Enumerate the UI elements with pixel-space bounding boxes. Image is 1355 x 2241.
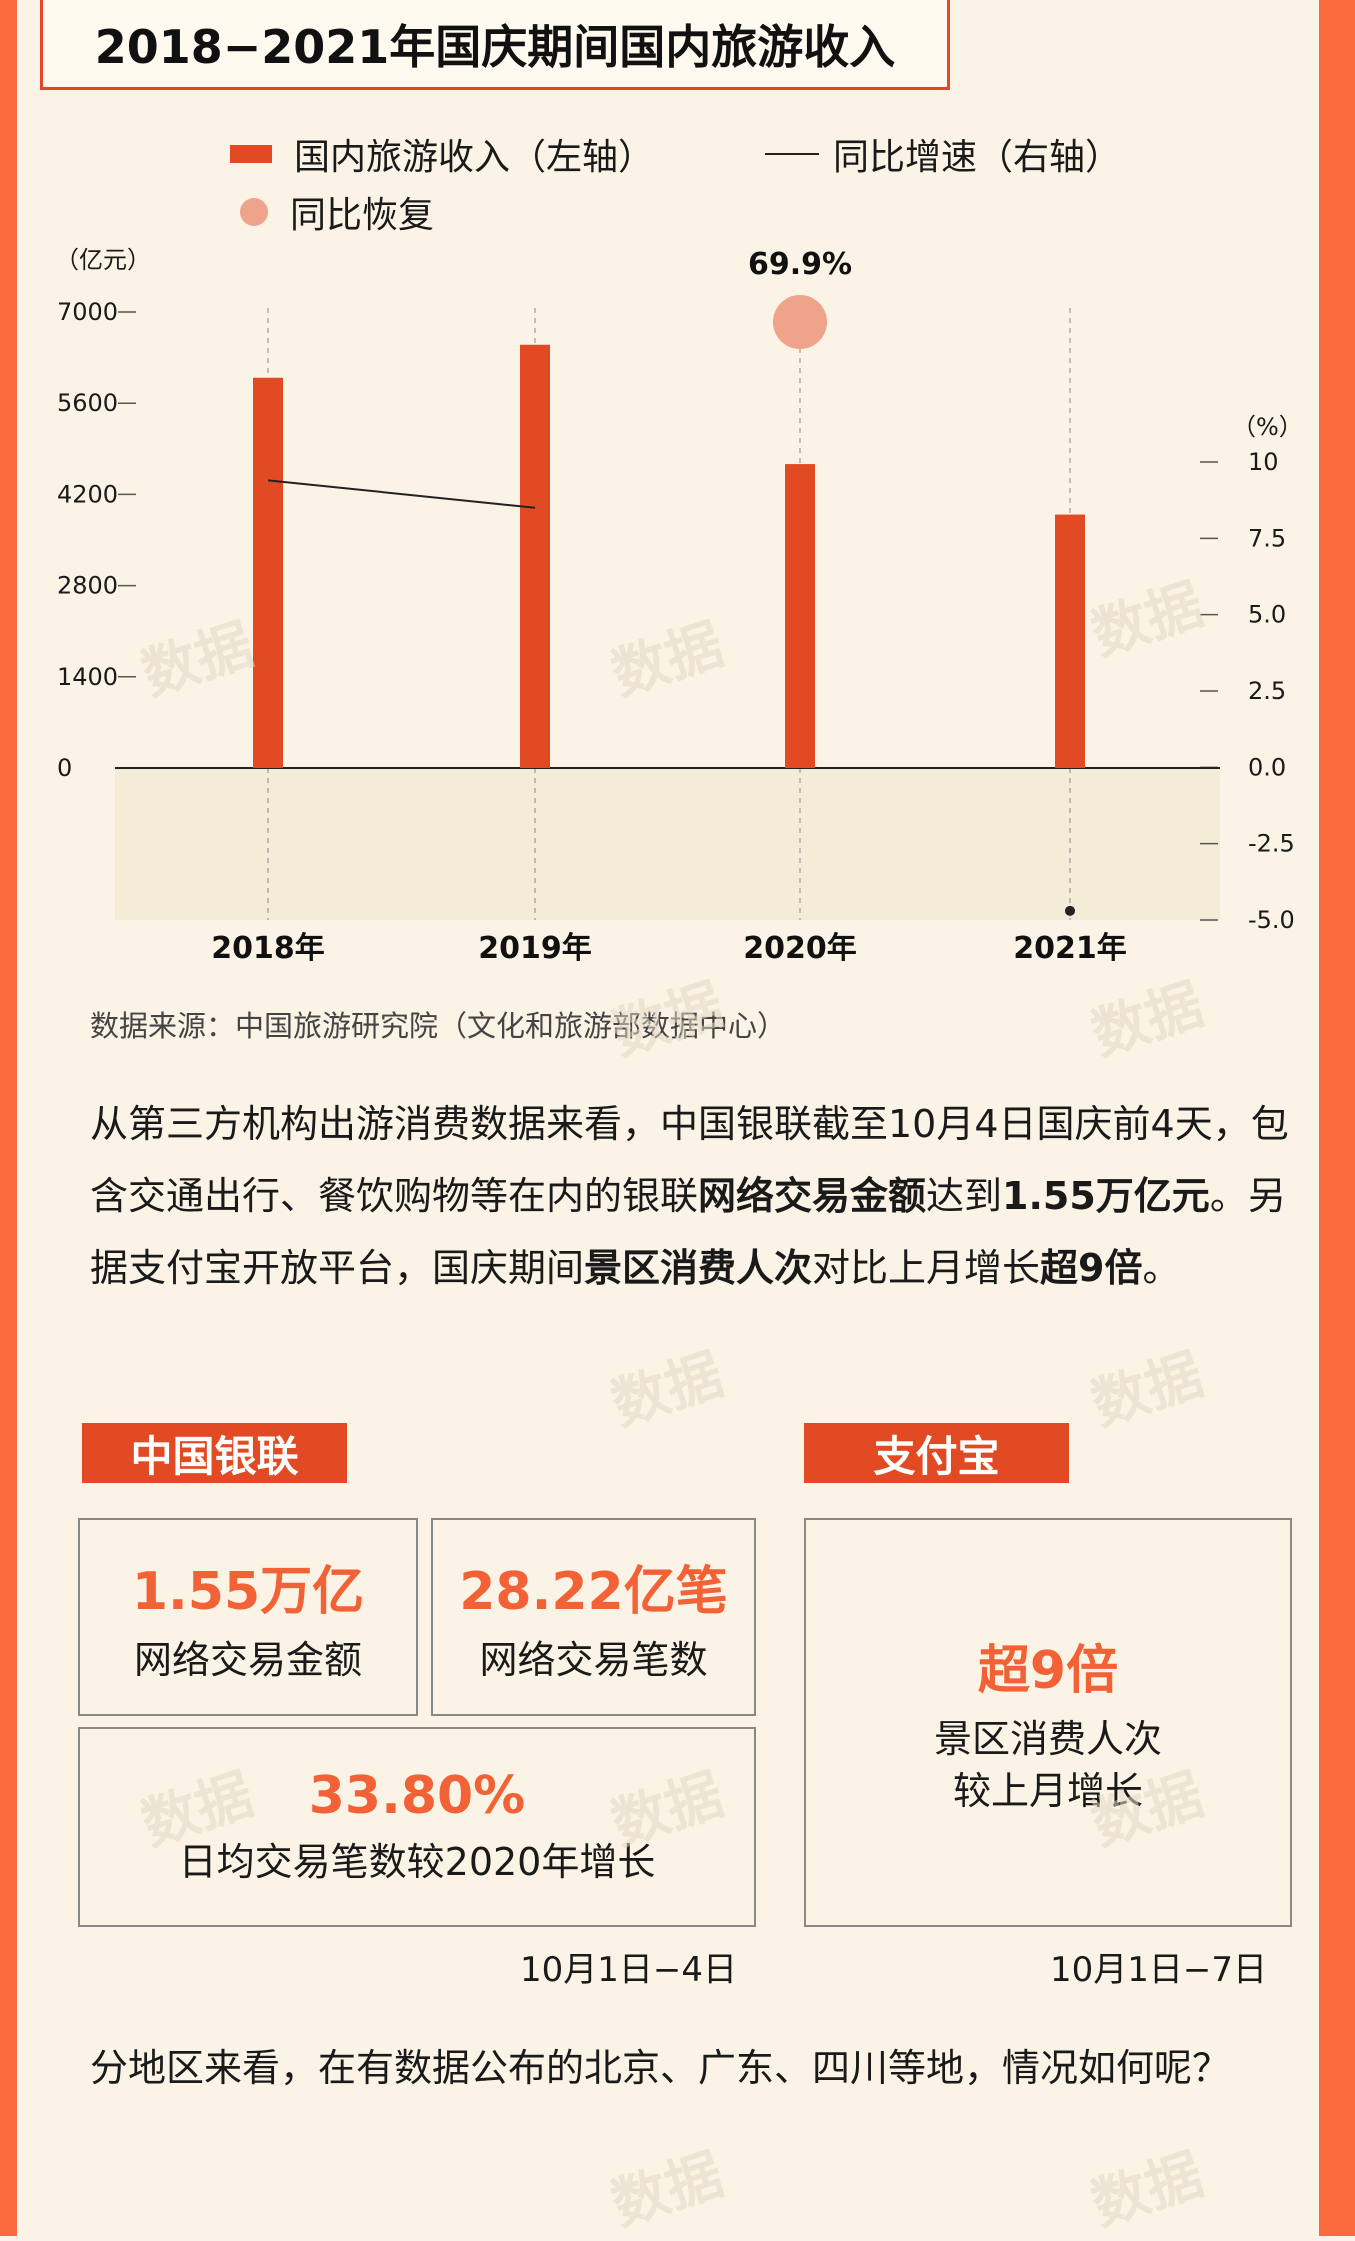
alipay-label-2: 较上月增长 xyxy=(952,1769,1143,1813)
negative-region-band xyxy=(115,768,1220,920)
right-axis-tick-label: 10 xyxy=(1248,448,1279,476)
bar-line-chart: （亿元） 0 1400 2800 4200 5600 7000 （%） 10 7.5 5.0 2.5 0… xyxy=(55,246,1303,966)
para1-bold-2: 1.55万亿元 xyxy=(1002,1174,1210,1218)
unionpay-growth-card: 33.80% 日均交易笔数较2020年增长 xyxy=(78,1727,756,1927)
unionpay-tag: 中国银联 xyxy=(82,1423,347,1483)
dot-swatch xyxy=(240,198,268,226)
para1-text-4: 对比上月增长 xyxy=(812,1246,1041,1290)
growth-line-segment xyxy=(267,479,536,509)
left-axis-tick-label: 7000 xyxy=(57,298,118,326)
left-axis-unit: （亿元） xyxy=(55,246,151,274)
revenue-bar xyxy=(1055,514,1085,768)
unionpay-date: 10月1日−4日 xyxy=(520,1950,738,1990)
x-axis-category-label: 2018年 xyxy=(211,931,325,966)
para1-bold-3: 景区消费人次 xyxy=(584,1246,813,1290)
revenue-bar xyxy=(785,464,815,768)
left-border xyxy=(0,0,17,2236)
alipay-label-1: 景区消费人次 xyxy=(933,1717,1162,1761)
paragraph-2: 分地区来看，在有数据公布的北京、广东、四川等地，情况如何呢？ xyxy=(90,2046,1231,2090)
paragraph-1: 从第三方机构出游消费数据来看，中国银联截至10月4日国庆前4天，包含交通出行、餐… xyxy=(90,1088,1290,1304)
watermark-icon: 数据 xyxy=(1083,1341,1211,1439)
para1-text-3: 。另据支付宝开放平台，国庆期间 xyxy=(90,1174,1286,1290)
legend-bar-label: 国内旅游收入（左轴） xyxy=(294,137,655,178)
alipay-date: 10月1日−7日 xyxy=(1050,1950,1268,1990)
chart-title: 2018−2021年国庆期间国内旅游收入 xyxy=(40,0,950,90)
para1-text-2: 达到 xyxy=(926,1174,1003,1218)
left-axis-tick-label: 4200 xyxy=(57,480,118,508)
unionpay-count-card: 28.22亿笔 网络交易笔数 xyxy=(431,1518,756,1716)
right-axis-tick-label: -5.0 xyxy=(1248,906,1295,934)
para1-bold-4: 超9倍 xyxy=(1040,1246,1143,1290)
left-axis-tick-label: 0 xyxy=(57,754,72,782)
watermark-icon: 数据 xyxy=(603,2141,731,2239)
revenue-bar xyxy=(520,344,550,768)
watermark-icon: 数据 xyxy=(1083,2141,1211,2239)
data-source: 数据来源：中国旅游研究院（文化和旅游部数据中心） xyxy=(90,1009,787,1043)
para1-text-1: 从第三方机构出游消费数据来看，中国银联截至10月4日国庆前4天，包含交通出行、餐… xyxy=(90,1102,1289,1218)
x-axis-category-label: 2020年 xyxy=(743,931,857,966)
right-axis-tick-label: 2.5 xyxy=(1248,677,1286,705)
count-value: 28.22亿笔 xyxy=(459,1561,728,1622)
recovery-dot xyxy=(773,295,827,349)
recovery-label: 69.9% xyxy=(748,247,852,282)
para1-text-5: 。 xyxy=(1142,1246,1181,1290)
amount-value: 1.55万亿 xyxy=(131,1561,365,1622)
right-border xyxy=(1319,0,1355,2236)
count-label: 网络交易笔数 xyxy=(479,1637,708,1682)
para1-bold-1: 网络交易金额 xyxy=(698,1174,927,1218)
right-axis-tick-label: -2.5 xyxy=(1248,830,1295,858)
unionpay-amount-card: 1.55万亿 网络交易金额 xyxy=(78,1518,418,1716)
watermark-icon: 数据 xyxy=(603,1341,731,1439)
x-axis-category-label: 2019年 xyxy=(478,931,592,966)
x-axis-category-label: 2021年 xyxy=(1013,931,1127,966)
alipay-card: 超9倍 景区消费人次 较上月增长 xyxy=(804,1518,1292,1927)
alipay-tag: 支付宝 xyxy=(804,1423,1069,1483)
right-axis-tick-label: 5.0 xyxy=(1248,601,1286,629)
revenue-bar xyxy=(253,377,283,768)
growth-point xyxy=(1065,905,1075,916)
growth-label: 日均交易笔数较2020年增长 xyxy=(178,1840,656,1884)
legend-dot-label: 同比恢复 xyxy=(290,195,435,236)
legend-line: 同比增速（右轴） xyxy=(765,128,1121,180)
right-axis-unit: （%） xyxy=(1232,413,1303,441)
growth-value: 33.80% xyxy=(308,1766,526,1826)
amount-label: 网络交易金额 xyxy=(133,1637,362,1682)
left-axis-tick-label: 2800 xyxy=(57,572,118,600)
line-swatch xyxy=(765,153,819,155)
alipay-value: 超9倍 xyxy=(977,1641,1119,1701)
legend-bar: 国内旅游收入（左轴） xyxy=(230,128,654,180)
legend-dot: 同比恢复 xyxy=(240,186,434,238)
left-axis-tick-label: 1400 xyxy=(57,663,118,691)
right-axis-tick-label: 0.0 xyxy=(1248,753,1286,781)
left-axis-tick-label: 5600 xyxy=(57,389,118,417)
bar-swatch xyxy=(230,145,272,163)
legend-line-label: 同比增速（右轴） xyxy=(833,137,1122,178)
right-axis-tick-label: 7.5 xyxy=(1248,524,1286,552)
